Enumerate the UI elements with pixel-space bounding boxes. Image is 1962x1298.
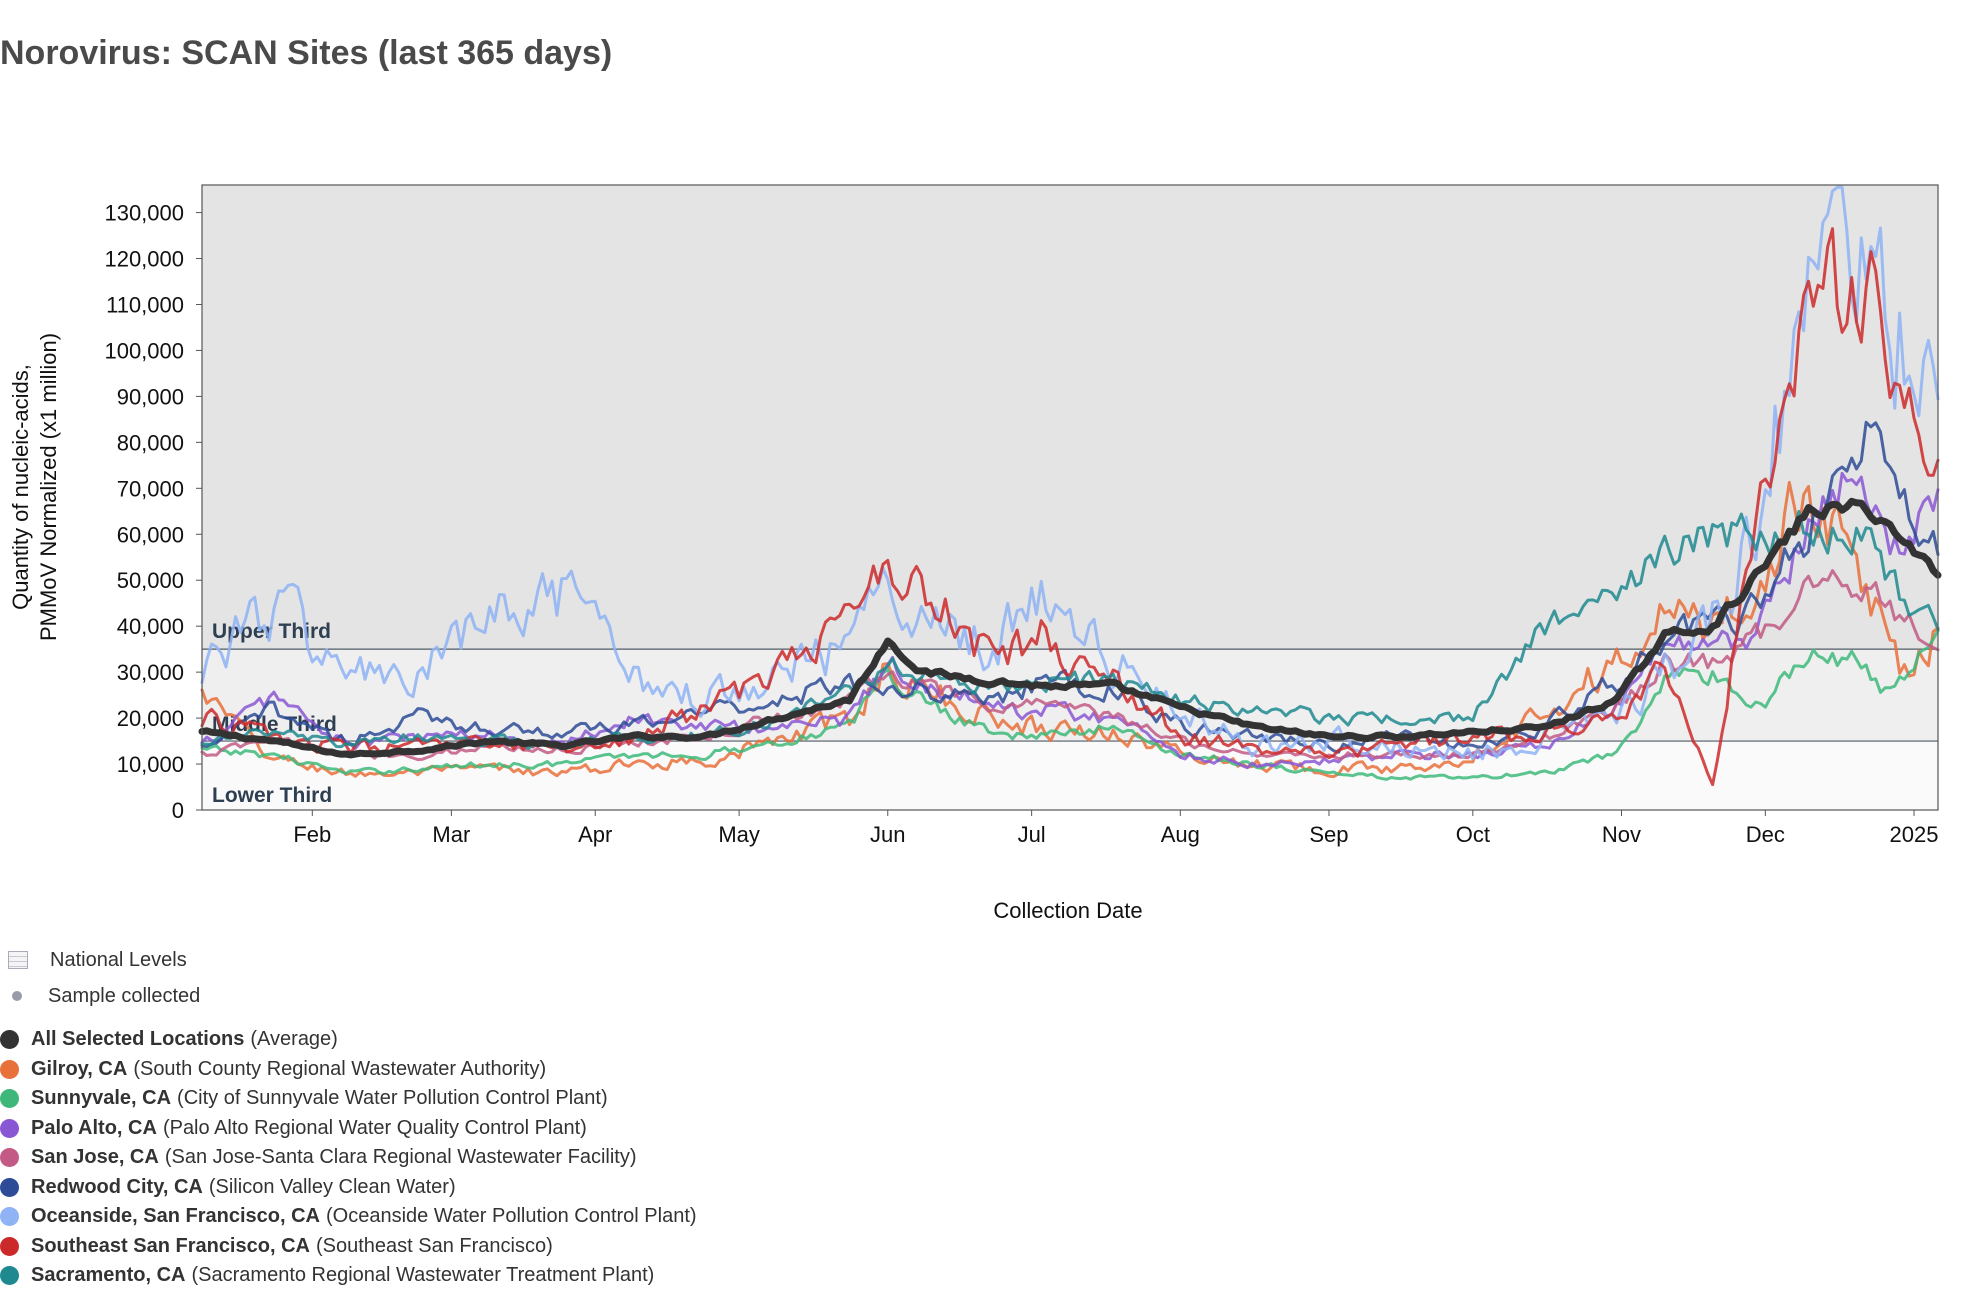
legend-color-dot [0,1089,19,1109]
y-tick-label: 40,000 [117,614,184,639]
sample-dot-icon [12,991,22,1001]
y-axis-title-line-2: PMMoV Normalized (x1 million) [36,333,61,641]
legend-series-detail: (City of Sunnyvale Water Pollution Contr… [177,1087,608,1110]
lower-third-region [202,741,1938,810]
x-tick-label: Dec [1746,822,1785,847]
national-levels-label: National Levels [50,948,187,971]
y-tick-label: 100,000 [104,338,184,363]
y-tick-label: 0 [172,798,184,823]
y-axis-title: Quantity of nucleic-acids, PMMoV Normali… [8,333,61,641]
legend-series-name: Oceanside, San Francisco, CA [31,1205,320,1228]
legend-color-dot [0,1059,19,1079]
legend-color-dot [0,1236,19,1256]
legend-series-name: Redwood City, CA [31,1175,203,1198]
x-tick-label: Oct [1456,822,1490,847]
legend-color-dot [0,1148,19,1168]
legend-item[interactable]: Southeast San Francisco, CA (Southeast Sa… [0,1232,697,1262]
x-tick-label: Sep [1309,822,1348,847]
upper-third-region [202,185,1938,650]
x-tick-label: Jul [1018,822,1046,847]
legend-item[interactable]: Gilroy, CA (South County Regional Wastewa… [0,1055,697,1085]
legend-color-dot [0,1118,19,1138]
legend-color-dot [0,1266,19,1286]
legend-item[interactable]: Sunnyvale, CA (City of Sunnyvale Water Po… [0,1084,697,1114]
legend-series-detail: (San Jose-Santa Clara Regional Wastewate… [164,1146,637,1169]
sample-collected-label: Sample collected [48,984,201,1007]
legend-series-name: Sacramento, CA [31,1264,186,1287]
legend-series-detail: (Oceanside Water Pollution Control Plant… [326,1205,697,1228]
plot-frame [201,184,1939,811]
y-axis-title-line-1: Quantity of nucleic-acids, [8,364,33,610]
legend-item[interactable]: All Selected Locations (Average) [0,1025,697,1055]
legend-series-name: Southeast San Francisco, CA [31,1234,310,1257]
series-line-sacramento-ca [200,509,1940,750]
series-legend: All Selected Locations (Average) Gilroy, C… [0,1025,697,1291]
y-tick-label: 80,000 [117,430,184,455]
x-tick-label: Jun [870,822,905,847]
legend-series-detail: (Sacramento Regional Wastewater Treatmen… [191,1264,655,1287]
axes: 0 10,000 20,000 30,000 40,000 50,000 60,000 70,… [104,184,1939,847]
y-tick-label: 120,000 [104,247,184,272]
plot-background [202,185,1938,810]
x-tick-label: 2025 [1890,822,1939,847]
legend-color-dot [0,1030,19,1050]
y-tick-label: 50,000 [117,568,184,593]
x-axis-title: Collection Date [993,898,1142,923]
y-tick-label: 10,000 [117,752,184,777]
series-line-sunnyvale-ca [200,629,1940,781]
legend-item[interactable]: Palo Alto, CA (Palo Alto Regional Water Q… [0,1114,697,1144]
legend-series-name: All Selected Locations [31,1028,245,1051]
legend-series-detail: (Palo Alto Regional Water Quality Contro… [162,1116,587,1139]
series-lines[interactable] [198,185,1942,787]
x-tick-label: Aug [1161,822,1200,847]
legend-color-dot [0,1177,19,1197]
x-tick-label: Feb [293,822,331,847]
y-tick-label: 110,000 [106,292,184,317]
series-line-southeast-san-francisco-ca [200,227,1940,787]
legend-series-name: Gilroy, CA [31,1057,128,1080]
y-tick-label: 20,000 [117,706,184,731]
legend-series-detail: (Southeast San Francisco) [315,1234,553,1257]
y-tick-label: 60,000 [117,522,184,547]
legend-item[interactable]: Sacramento, CA (Sacramento Regional Waste… [0,1261,697,1291]
national-levels-icon [8,951,28,969]
legend-color-dot [0,1207,19,1227]
band-label-2: Lower Third [212,784,332,807]
x-tick-label: Apr [578,822,612,847]
series-line-all-selected-locations [198,497,1942,759]
legend-national-levels[interactable]: National Levels [0,942,200,978]
y-tick-label: 30,000 [117,660,184,685]
y-tick-label: 90,000 [117,384,184,409]
x-tick-label: Nov [1602,822,1641,847]
legend-series-detail: (Average) [250,1028,338,1051]
legend-series-name: San Jose, CA [31,1146,159,1169]
legend-keys: National Levels Sample collected [0,942,200,1014]
x-tick-label: May [718,822,760,847]
legend-sample-collected[interactable]: Sample collected [0,978,200,1014]
chart-title: Norovirus: SCAN Sites (last 365 days) [0,34,613,72]
legend-series-name: Sunnyvale, CA [31,1087,172,1110]
x-tick-label: Mar [432,822,470,847]
y-tick-label: 70,000 [117,476,184,501]
y-tick-label: 130,000 [104,201,184,226]
legend-item[interactable]: San Jose, CA (San Jose-Santa Clara Region… [0,1143,697,1173]
legend-item[interactable]: Redwood City, CA (Silicon Valley Clean Wa… [0,1173,697,1203]
legend-series-detail: (South County Regional Wastewater Author… [133,1057,547,1080]
legend-series-detail: (Silicon Valley Clean Water) [208,1175,456,1198]
legend-item[interactable]: Oceanside, San Francisco, CA (Oceanside W… [0,1202,697,1232]
legend-series-name: Palo Alto, CA [31,1116,157,1139]
